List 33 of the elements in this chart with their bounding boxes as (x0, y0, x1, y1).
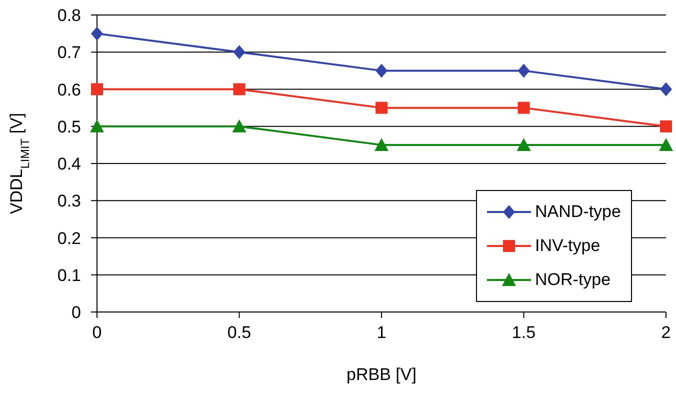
x-tick-label: 2 (661, 323, 671, 342)
point (518, 64, 530, 78)
point (232, 119, 246, 132)
y-tick-label: 0.4 (57, 154, 81, 174)
point (376, 64, 388, 78)
legend-label: NAND-type (535, 202, 621, 222)
point (518, 102, 530, 114)
y-tick-label: 0.1 (57, 266, 81, 285)
point (660, 82, 672, 96)
y-tick-label: 0.6 (57, 80, 81, 100)
point (90, 119, 104, 132)
point (233, 83, 246, 96)
point (91, 26, 103, 41)
point (660, 120, 672, 132)
x-tick-label: 1.5 (512, 323, 536, 342)
point (516, 138, 531, 151)
y-tick-label: 0.2 (57, 228, 81, 248)
x-axis-title: pRBB [V] (346, 365, 416, 384)
x-tick-label: 1 (376, 323, 386, 342)
legend-label: INV-type (535, 236, 600, 256)
point (91, 83, 103, 96)
x-tick-label: 0 (92, 323, 102, 342)
x-tick-label: 0.5 (227, 323, 252, 342)
point (374, 138, 388, 151)
y-tick-label: 0 (72, 303, 81, 322)
y-tick-label: 0.8 (57, 6, 81, 26)
point (659, 138, 673, 151)
point (376, 102, 388, 114)
y-tick-label: 0.5 (57, 117, 81, 136)
y-tick-label: 0.7 (57, 43, 81, 62)
y-tick-label: 0.3 (57, 192, 81, 211)
legend-label: NOR-type (535, 270, 611, 290)
point (233, 45, 246, 60)
